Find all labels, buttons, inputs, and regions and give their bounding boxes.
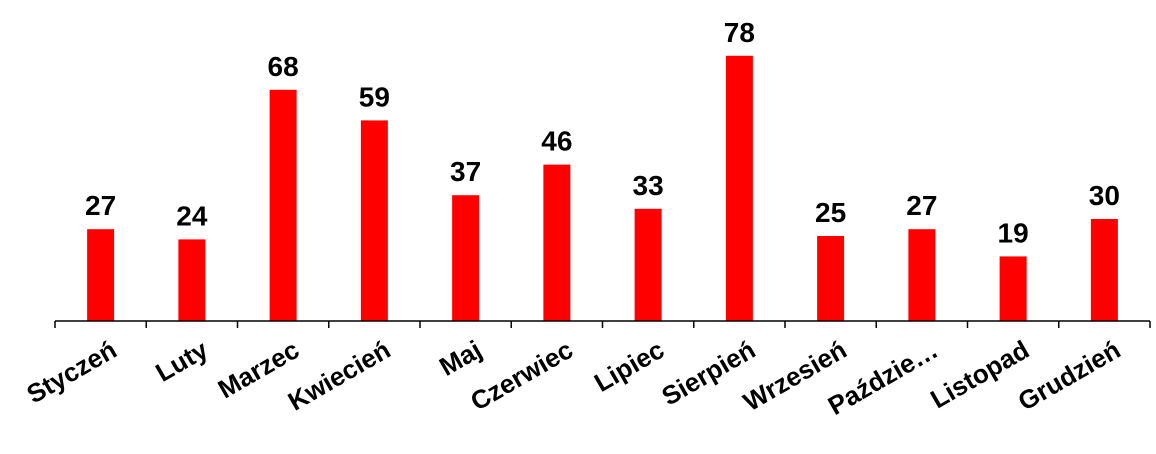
x-tick-label-4: Maj bbox=[434, 334, 487, 382]
data-label-11: 30 bbox=[1089, 180, 1120, 211]
data-label-10: 19 bbox=[998, 217, 1029, 248]
bar-0 bbox=[87, 229, 115, 321]
bar-3 bbox=[360, 120, 388, 322]
bar-11 bbox=[1090, 219, 1118, 321]
data-label-7: 78 bbox=[724, 17, 755, 48]
data-label-8: 25 bbox=[815, 197, 846, 228]
bar-10 bbox=[999, 256, 1027, 321]
bar-1 bbox=[178, 239, 206, 321]
bar-7 bbox=[725, 55, 753, 322]
data-label-1: 24 bbox=[176, 200, 208, 231]
x-tick-label-3: Kwiecień bbox=[283, 334, 396, 416]
bar-8 bbox=[817, 236, 845, 321]
data-label-0: 27 bbox=[85, 190, 116, 221]
x-tick-label-5: Czerwiec bbox=[465, 334, 578, 416]
x-axis bbox=[54, 320, 1151, 328]
bar-9 bbox=[908, 229, 936, 321]
bar-5 bbox=[543, 164, 571, 321]
data-label-4: 37 bbox=[450, 156, 481, 187]
data-labels-layer: 27 24 68 59 37 46 33 78 25 27 19 30 bbox=[85, 17, 1120, 249]
data-label-6: 33 bbox=[633, 170, 664, 201]
x-tick-label-10: Listopad bbox=[925, 334, 1034, 414]
bar-6 bbox=[634, 208, 662, 321]
x-tick-label-0: Styczeń bbox=[22, 334, 122, 409]
data-label-9: 27 bbox=[906, 190, 937, 221]
data-label-3: 59 bbox=[359, 81, 390, 112]
x-tick-label-1: Luty bbox=[150, 334, 213, 388]
data-label-2: 68 bbox=[268, 51, 299, 82]
x-tick-label-11: Grudzień bbox=[1013, 334, 1126, 416]
bar-4 bbox=[452, 195, 480, 321]
bar-2 bbox=[269, 89, 297, 321]
bars-layer bbox=[87, 55, 1118, 322]
data-label-5: 46 bbox=[541, 126, 572, 157]
